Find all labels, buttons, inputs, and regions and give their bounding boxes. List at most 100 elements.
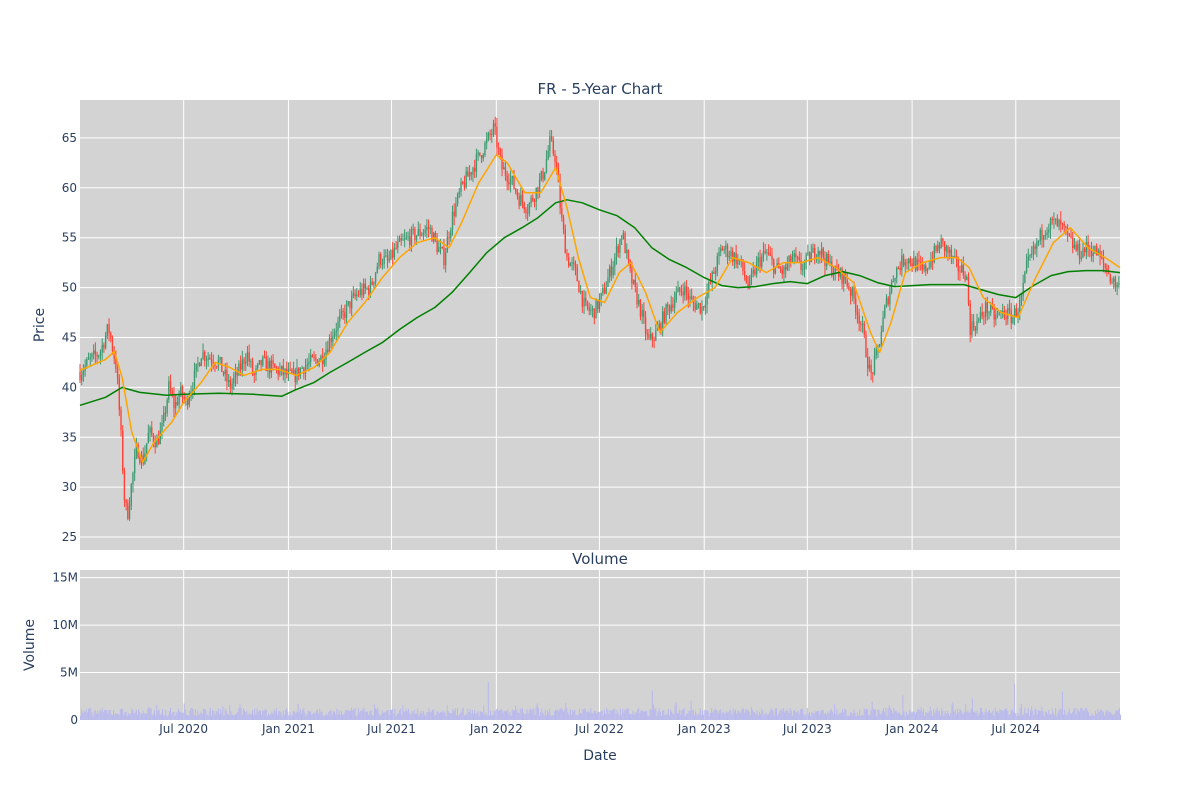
candle	[333, 328, 336, 340]
candle-body	[624, 233, 626, 253]
candle-body	[863, 323, 865, 335]
candle-body	[530, 197, 532, 204]
candle-body	[233, 377, 235, 384]
volume-bar	[372, 715, 374, 720]
candle-body	[887, 298, 889, 305]
candle-body	[446, 237, 449, 253]
candle-body	[1005, 317, 1007, 320]
candle-body	[755, 261, 758, 275]
candle	[667, 301, 669, 316]
candle-body	[487, 133, 490, 139]
candle	[825, 252, 828, 271]
candle	[677, 280, 679, 293]
volume-bar	[1090, 715, 1092, 720]
volume-bar	[310, 711, 312, 720]
volume-bar	[1026, 712, 1028, 720]
volume-bar	[843, 712, 845, 720]
candle	[1089, 245, 1091, 258]
volume-bar	[809, 711, 811, 720]
volume-bar	[359, 712, 361, 720]
volume-bar	[627, 708, 629, 720]
volume-bar	[881, 711, 883, 720]
candle-body	[832, 273, 835, 276]
candle-body	[732, 250, 734, 262]
candle-body	[467, 171, 469, 177]
volume-bar	[180, 712, 182, 720]
volume-bar	[888, 705, 890, 720]
candle-body	[110, 332, 112, 339]
volume-bar	[517, 712, 519, 720]
volume-bar	[903, 711, 905, 720]
candle-body	[366, 287, 368, 289]
volume-bar	[313, 712, 315, 720]
volume-bar	[273, 709, 275, 720]
volume-bar	[442, 710, 444, 720]
candle	[622, 230, 625, 240]
volume-bar	[1053, 715, 1055, 720]
volume-bar	[659, 711, 661, 720]
volume-bar	[793, 710, 795, 720]
volume-bar	[601, 710, 603, 720]
candle	[902, 253, 905, 268]
volume-bar	[578, 708, 580, 720]
candle	[887, 296, 889, 307]
candle-body	[477, 152, 479, 155]
candle-body	[448, 237, 450, 239]
volume-bar	[834, 704, 836, 720]
candle-body	[884, 306, 886, 318]
candle	[494, 116, 496, 135]
candle-body	[280, 365, 283, 370]
volume-bar	[298, 712, 300, 720]
candle-body	[1106, 267, 1108, 272]
candle	[976, 313, 978, 334]
candle	[576, 263, 578, 282]
volume-bar	[588, 711, 590, 720]
candle	[798, 251, 801, 263]
candle	[532, 194, 534, 203]
volume-bar	[500, 709, 502, 720]
volume-bar	[409, 713, 411, 720]
candle-body	[462, 181, 464, 184]
candle-body	[485, 138, 488, 144]
volume-bar	[962, 714, 964, 720]
volume-bar	[911, 712, 913, 720]
candle	[906, 258, 908, 270]
volume-bar	[676, 713, 678, 720]
candle-body	[668, 306, 671, 312]
candle	[921, 257, 924, 274]
volume-bar	[83, 710, 85, 720]
candle-body	[776, 263, 778, 267]
volume-bar	[569, 709, 571, 720]
volume-bar	[932, 715, 934, 720]
candle-body	[971, 321, 973, 335]
volume-bar	[134, 712, 136, 720]
volume-bar	[138, 709, 140, 720]
candle	[480, 154, 483, 164]
volume-bar	[790, 710, 792, 720]
candle-body	[444, 252, 447, 266]
volume-bar	[741, 708, 743, 720]
volume-bar	[599, 712, 601, 720]
candle-body	[892, 281, 895, 283]
volume-bar	[131, 708, 133, 720]
candle-body	[561, 208, 563, 218]
candle	[289, 361, 291, 372]
candle	[436, 232, 438, 255]
candle	[127, 499, 129, 521]
volume-bar	[745, 708, 747, 720]
volume-bar	[597, 711, 599, 720]
volume-bar	[380, 714, 382, 720]
volume-bar	[660, 715, 662, 720]
volume-bar	[446, 705, 448, 720]
volume-bar	[769, 712, 771, 720]
candle	[255, 364, 257, 382]
candle	[567, 252, 570, 268]
volume-bar	[223, 715, 225, 720]
volume-bar	[1081, 707, 1083, 720]
candle-body	[342, 310, 344, 313]
candle	[258, 359, 261, 366]
volume-bar	[416, 713, 418, 720]
candle-body	[91, 353, 93, 358]
volume-bar	[457, 707, 459, 720]
candle	[1084, 246, 1086, 257]
